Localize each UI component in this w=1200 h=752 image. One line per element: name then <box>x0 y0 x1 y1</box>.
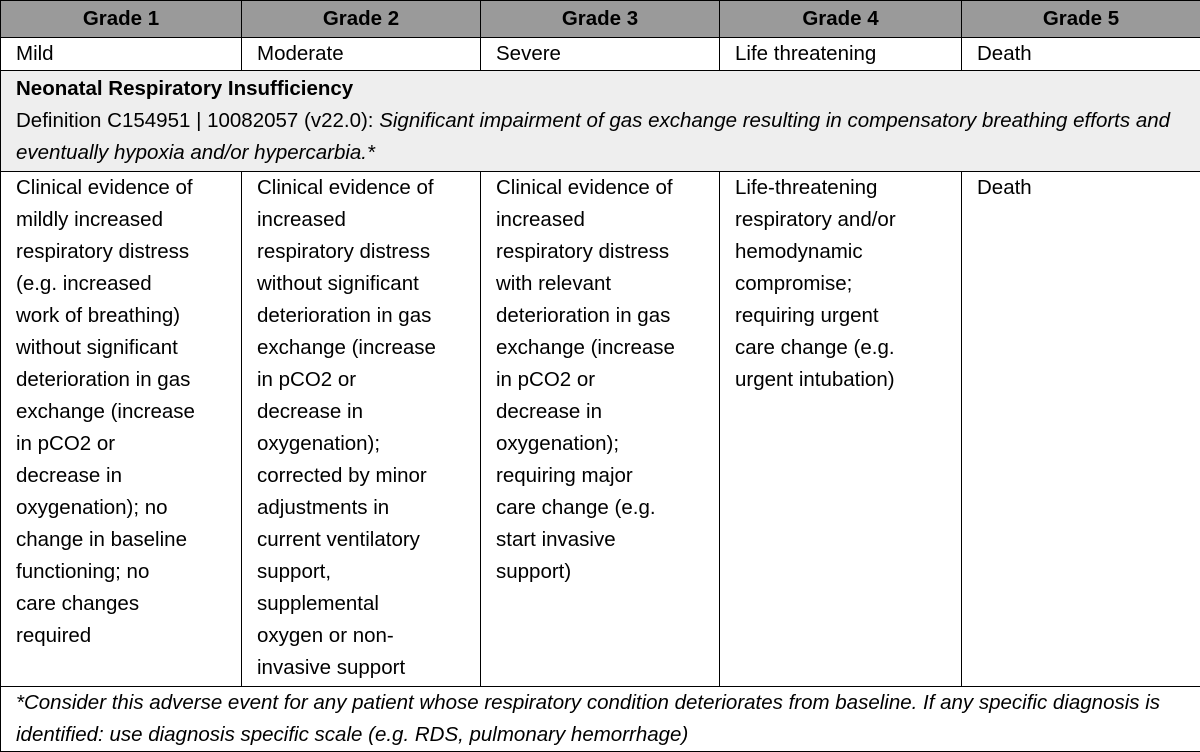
definition-prefix: Definition C154951 | 10082057 (v22.0): <box>16 109 379 132</box>
grade-2-header: Grade 2 <box>242 1 481 38</box>
criteria-row: Clinical evidence of mildly increased re… <box>1 172 1200 687</box>
footnote-row: *Consider this adverse event for any pat… <box>1 687 1200 752</box>
severity-1: Mild <box>1 38 242 71</box>
grade-4-header: Grade 4 <box>720 1 962 38</box>
grade-1-header: Grade 1 <box>1 1 242 38</box>
criteria-grade-5: Death <box>962 172 1200 687</box>
event-title: Neonatal Respiratory Insufficiency <box>16 73 1185 105</box>
definition-row: Neonatal Respiratory Insufficiency Defin… <box>1 71 1200 172</box>
severity-row: Mild Moderate Severe Life threatening De… <box>1 38 1200 71</box>
grade-5-header: Grade 5 <box>962 1 1200 38</box>
criteria-grade-2: Clinical evidence of increased respirato… <box>242 172 481 687</box>
criteria-grade-3: Clinical evidence of increased respirato… <box>481 172 720 687</box>
criteria-grade-4: Life-threatening respiratory and/or hemo… <box>720 172 962 687</box>
grade-header-row: Grade 1 Grade 2 Grade 3 Grade 4 Grade 5 <box>1 1 1200 38</box>
definition-cell: Neonatal Respiratory Insufficiency Defin… <box>1 71 1200 172</box>
severity-4: Life threatening <box>720 38 962 71</box>
severity-3: Severe <box>481 38 720 71</box>
grade-3-header: Grade 3 <box>481 1 720 38</box>
severity-5: Death <box>962 38 1200 71</box>
severity-2: Moderate <box>242 38 481 71</box>
event-definition: Definition C154951 | 10082057 (v22.0): S… <box>16 105 1185 169</box>
footnote: *Consider this adverse event for any pat… <box>1 687 1200 752</box>
criteria-grade-1: Clinical evidence of mildly increased re… <box>1 172 242 687</box>
